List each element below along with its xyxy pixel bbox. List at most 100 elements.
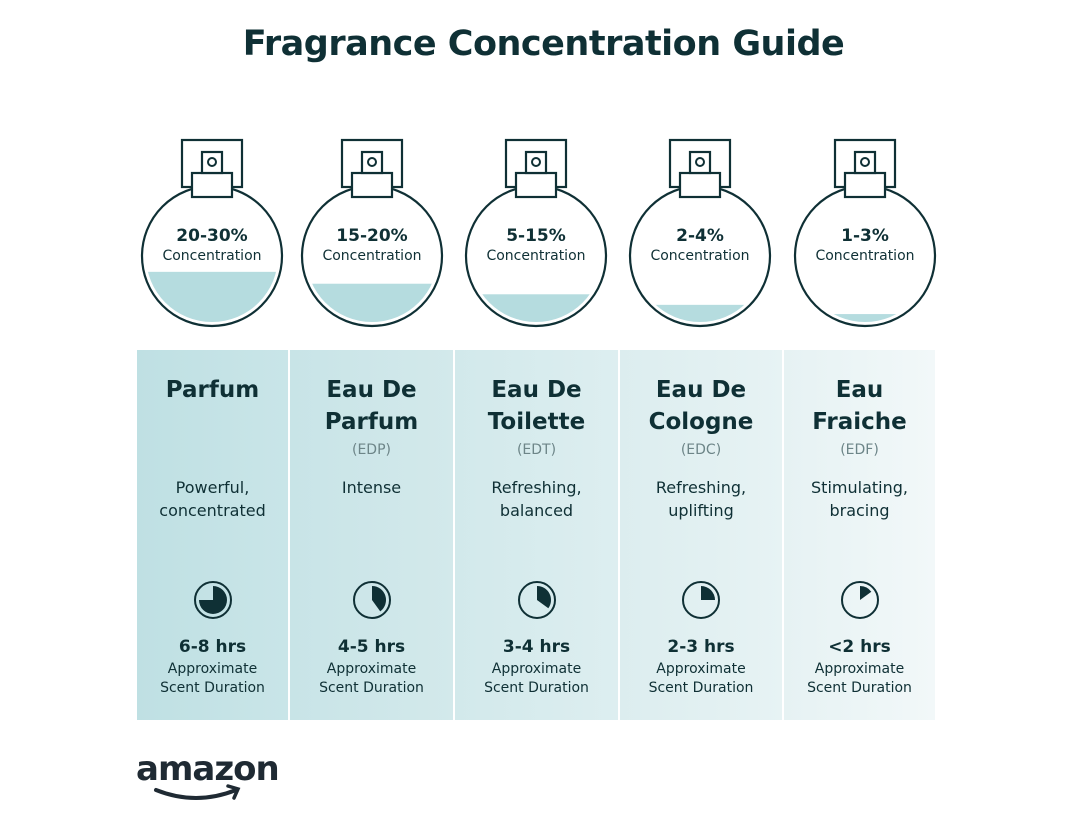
clock-fill — [536, 586, 551, 609]
label-line: Scent Duration — [160, 680, 265, 696]
abbreviation: (EDC) — [680, 442, 722, 458]
concentration-percent: 1-3% — [841, 226, 889, 246]
description: Refreshing, uplifting — [620, 476, 782, 522]
clock-fill — [859, 586, 871, 600]
duration-label: Approximate Scent Duration — [784, 660, 935, 698]
fragrance-name: Eau Fraiche — [784, 374, 935, 438]
nozzle-icon — [207, 157, 217, 167]
label-line: Scent Duration — [807, 680, 912, 696]
duration-label: Approximate Scent Duration — [137, 660, 288, 698]
bottle-neck — [350, 171, 394, 199]
sprayer — [360, 150, 384, 175]
desc-line: balanced — [499, 501, 574, 520]
concentration-percent: 5-15% — [506, 226, 566, 246]
bottle: 20-30% Concentration — [140, 138, 284, 328]
desc-line: concentrated — [159, 501, 266, 520]
abbreviation: (EDF) — [840, 442, 879, 458]
concentration-label: Concentration — [650, 248, 749, 264]
name-line: Eau — [835, 377, 884, 403]
concentration-percent: 20-30% — [176, 226, 247, 246]
duration-label: Approximate Scent Duration — [290, 660, 453, 698]
bottle: 2-4% Concentration — [628, 138, 772, 328]
nozzle-icon — [860, 157, 870, 167]
fragrance-column: Eau De Toilette (EDT) Refreshing, balanced… — [455, 350, 618, 720]
name-line: Eau De — [326, 377, 417, 403]
desc-line: uplifting — [668, 501, 734, 520]
liquid-level — [306, 283, 438, 322]
svg-text:amazon: amazon — [136, 749, 279, 789]
label-line: Scent Duration — [319, 680, 424, 696]
name-line: Eau De — [491, 377, 582, 403]
abbreviation: (EDP) — [352, 442, 391, 458]
bottle-neck — [190, 171, 234, 199]
label-line: Approximate — [656, 661, 746, 677]
clock-icon — [840, 581, 879, 619]
amazon-logo: amazon — [136, 749, 280, 800]
name-line: Fraiche — [812, 409, 907, 435]
name-line: Toilette — [487, 409, 586, 435]
description: Powerful, concentrated — [137, 476, 288, 522]
concentration-label: Concentration — [322, 248, 421, 264]
fragrance-name: Eau De Cologne — [620, 374, 782, 438]
concentration-label: Concentration — [162, 248, 261, 264]
fragrance-name: Parfum — [137, 374, 288, 406]
desc-line: Refreshing, — [655, 478, 747, 497]
bottle-neck — [678, 171, 722, 199]
concentration-label: Concentration — [486, 248, 585, 264]
concentration-label: Concentration — [815, 248, 914, 264]
desc-line: Powerful, — [175, 478, 250, 497]
label-line: Approximate — [326, 661, 417, 677]
fragrance-column: Eau De Cologne (EDC) Refreshing, uplifting… — [620, 350, 782, 720]
page-title: Fragrance Concentration Guide — [242, 24, 845, 64]
clock-icon — [352, 581, 391, 619]
clock-icon — [193, 581, 232, 619]
nozzle-icon — [367, 157, 377, 167]
label-line: Scent Duration — [484, 680, 589, 696]
clock-fill — [701, 586, 715, 600]
label-line: Scent Duration — [648, 680, 754, 696]
description: Intense — [290, 476, 453, 499]
name-line: Cologne — [648, 409, 754, 435]
name-line: Eau De — [655, 377, 747, 403]
duration-label: Approximate Scent Duration — [455, 660, 618, 698]
duration-hours: 6-8 hrs — [178, 637, 247, 657]
desc-line: bracing — [829, 501, 890, 520]
label-line: Approximate — [814, 661, 905, 677]
bottle: 1-3% Concentration — [793, 138, 937, 328]
bottle-neck — [843, 171, 887, 199]
liquid-level — [146, 271, 278, 322]
fragrance-name: Eau De Parfum — [290, 374, 453, 438]
fragrance-name: Eau De Toilette — [455, 374, 618, 438]
name-line: Parfum — [165, 377, 260, 403]
desc-line: Stimulating, — [811, 478, 908, 497]
name-line: Parfum — [324, 409, 419, 435]
clock-fill — [371, 586, 386, 612]
duration-hours: 2-3 hrs — [667, 637, 735, 657]
sprayer — [688, 150, 712, 175]
liquid-level — [799, 314, 931, 322]
bottles-row: 20-30%Concentration15-20%Concentration5-… — [140, 138, 937, 328]
description: Stimulating, bracing — [784, 476, 935, 522]
desc-line: Intense — [341, 478, 402, 497]
description: Refreshing, balanced — [455, 476, 618, 522]
label-line: Approximate — [167, 661, 258, 677]
sprayer — [200, 150, 224, 175]
duration-hours: 3-4 hrs — [502, 637, 571, 657]
concentration-percent: 2-4% — [676, 226, 724, 246]
concentration-percent: 15-20% — [336, 226, 407, 246]
abbreviation: (EDT) — [516, 442, 557, 458]
fragrance-column: Eau Fraiche (EDF) Stimulating, bracing <2 … — [784, 350, 935, 720]
nozzle-icon — [695, 157, 705, 167]
duration-label: Approximate Scent Duration — [620, 660, 782, 698]
bottle: 15-20% Concentration — [300, 138, 444, 328]
sprayer — [524, 150, 548, 175]
nozzle-icon — [531, 157, 541, 167]
sprayer — [853, 150, 877, 175]
label-line: Approximate — [491, 661, 582, 677]
bottle: 5-15% Concentration — [464, 138, 608, 328]
liquid-level — [470, 294, 602, 322]
clock-icon — [682, 581, 720, 619]
duration-hours: <2 hrs — [828, 637, 891, 657]
duration-hours: 4-5 hrs — [337, 637, 406, 657]
